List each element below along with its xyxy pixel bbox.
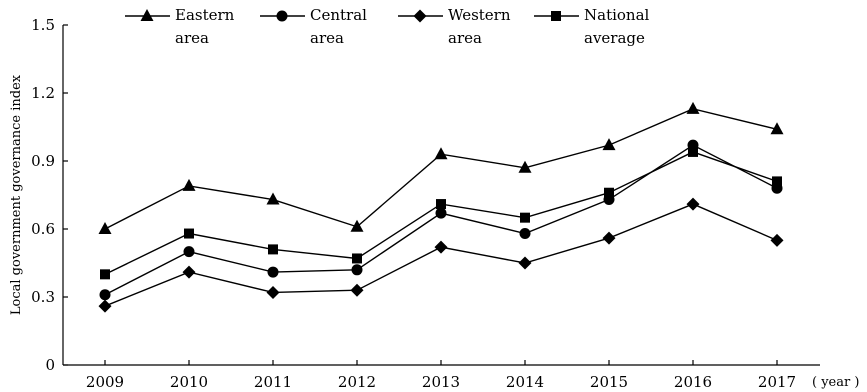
data-point-diamond [266, 285, 280, 299]
data-point-square [184, 228, 194, 239]
data-point-diamond [350, 283, 364, 297]
legend-item: Central area [260, 6, 367, 47]
data-point-triangle [770, 122, 784, 135]
x-tick-label: 2015 [590, 373, 628, 391]
axes [62, 25, 820, 366]
y-ticks: 0 0.3 0.6 0.9 1.2 1.5 [31, 16, 68, 374]
legend-label: Central [310, 6, 367, 24]
legend-item: Western area [398, 6, 511, 47]
y-tick-label: 0.3 [31, 288, 55, 306]
data-point-square [688, 146, 698, 157]
legend: Eastern area Central area Western area Nationa… [125, 6, 650, 47]
series-triangle [98, 101, 784, 234]
data-point-triangle [182, 178, 196, 191]
data-point-square [436, 199, 446, 210]
data-point-square [268, 244, 278, 255]
data-point-diamond [98, 299, 112, 313]
y-tick-label: 1.5 [31, 16, 55, 34]
data-point-triangle [350, 219, 364, 232]
data-point-triangle [602, 138, 616, 151]
data-point-square [604, 187, 614, 198]
legend-item: National average [534, 6, 650, 47]
series-circle [99, 139, 783, 301]
data-point-diamond [518, 256, 532, 270]
data-point-square [100, 269, 110, 280]
series-line [104, 144, 778, 296]
data-point-circle [351, 264, 363, 276]
data-point-square [772, 176, 782, 187]
y-tick-label: 1.2 [31, 84, 55, 102]
x-axis-label: ( year ) [812, 375, 859, 390]
data-point-square [352, 253, 362, 264]
x-tick-label: 2017 [758, 373, 796, 391]
data-point-diamond [602, 231, 616, 245]
data-point-diamond [182, 265, 196, 279]
x-tick-label: 2009 [86, 373, 124, 391]
legend-label: area [310, 29, 344, 47]
legend-marker-diamond [413, 9, 427, 23]
data-point-square [520, 212, 530, 223]
legend-label: Eastern [175, 6, 235, 24]
data-point-circle [183, 246, 195, 258]
data-point-diamond [770, 233, 784, 247]
data-point-triangle [98, 222, 112, 234]
data-point-triangle [266, 192, 280, 205]
x-tick-label: 2013 [422, 373, 460, 391]
data-point-circle [435, 207, 447, 219]
x-tick-label: 2016 [674, 373, 712, 391]
legend-marker-triangle [140, 9, 154, 21]
legend-label: area [175, 29, 209, 47]
legend-label: average [584, 29, 645, 47]
x-ticks: 2009 2010 2011 2012 2013 2014 2015 2016 2017 [86, 360, 796, 391]
data-point-diamond [434, 240, 448, 254]
x-tick-label: 2010 [170, 373, 208, 391]
data-point-circle [99, 289, 111, 301]
series [98, 101, 784, 313]
data-point-triangle [518, 160, 532, 173]
legend-label: area [448, 29, 482, 47]
series-diamond [98, 197, 784, 313]
series-square [100, 146, 782, 280]
data-point-triangle [434, 147, 448, 160]
x-tick-label: 2011 [254, 373, 292, 391]
x-tick-label: 2014 [506, 373, 544, 391]
data-point-circle [267, 266, 279, 278]
legend-label: National [584, 6, 650, 24]
y-tick-label: 0.9 [31, 152, 55, 170]
data-point-triangle [686, 101, 700, 114]
legend-marker-circle [276, 10, 288, 22]
data-point-circle [519, 228, 531, 240]
y-axis-label: Local government governance index [9, 74, 24, 315]
legend-item: Eastern area [125, 6, 235, 47]
x-tick-label: 2012 [338, 373, 376, 391]
y-tick-label: 0 [45, 356, 55, 374]
y-tick-label: 0.6 [31, 220, 55, 238]
data-point-diamond [686, 197, 700, 211]
legend-label: Western [448, 6, 511, 24]
legend-marker-square [551, 11, 561, 21]
